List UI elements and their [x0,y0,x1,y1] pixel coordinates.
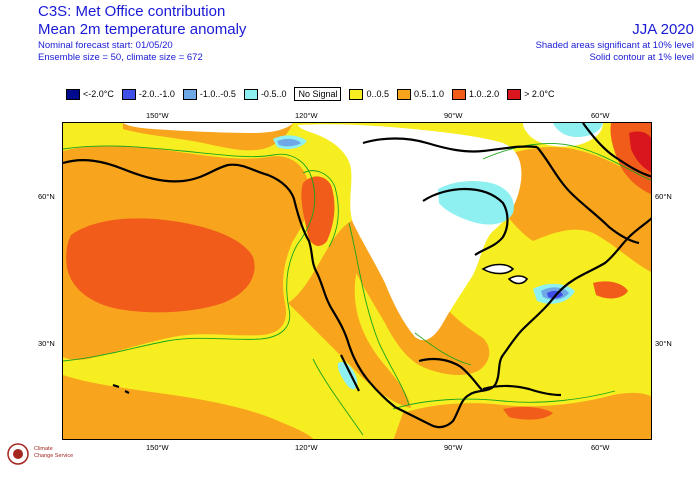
top-lon-90w: 90°W [444,111,463,120]
significance-contour-note: Solid contour at 1% level [589,52,694,63]
legend-swatch [507,88,522,100]
legend-item-05-to-1: 0.5..1.0 [397,88,445,100]
legend-label: 0..0.5 [366,89,390,99]
anomaly-1-to-2-atlantic [593,281,628,299]
temperature-anomaly-map [62,122,652,440]
no-signal-arctic [123,123,293,133]
top-lon-60w: 60°W [591,111,610,120]
anomaly-minus-1-arctic [277,138,301,147]
legend-item-below-minus-2: <-2.0°C [66,88,114,100]
right-lat-60n: 60°N [655,192,672,201]
legend-swatch [452,88,467,100]
left-lat-30n: 30°N [38,339,55,348]
legend-label: <-2.0°C [83,89,114,99]
bottom-lon-120w: 120°W [295,443,318,452]
legend-swatch [397,88,412,100]
legend-item-above-2: > 2.0°C [507,88,555,100]
legend-label: 1.0..2.0 [469,89,500,99]
no-signal-region [298,124,522,341]
legend-label: -1.0..-0.5 [199,89,236,99]
cuba-coastline [482,384,562,397]
legend-label: -0.5..0 [260,89,287,99]
north-america-coastline [63,159,651,429]
legend-swatch [349,88,364,100]
legend-swatch [66,88,80,100]
legend-label: > 2.0°C [524,89,555,99]
legend-item-minus-2-to-minus-1: -2.0..-1.0 [121,88,175,100]
legend-swatch [182,88,197,100]
left-lat-60n: 60°N [38,192,55,201]
anomaly-orange-east-canada [483,147,651,272]
hudson-bay-coastline [422,187,509,256]
bottom-lon-60w: 60°W [591,443,610,452]
logo-text-line1: Climate [34,446,53,452]
anomaly-above-2-greenland [629,131,651,173]
baja-coastline [340,354,360,392]
hawaii-islands [112,383,130,394]
season-label: JJA 2020 [632,21,694,38]
anomaly-1-to-2-pacific-blob [66,218,255,313]
right-lat-30n: 30°N [655,339,672,348]
anomaly-orange-coastal-west [288,219,411,408]
ensemble-size: Ensemble size = 50, climate size = 672 [38,52,203,63]
anomaly-minus-05-hudson [438,181,514,225]
anomaly-minus-05-baja [337,361,358,390]
legend-item-1-to-2: 1.0..2.0 [452,88,500,100]
legend-label: -2.0..-1.0 [138,89,175,99]
source-title: C3S: Met Office contribution [38,3,226,20]
legend-swatch [243,88,258,100]
coastlines [63,123,651,429]
bottom-lon-90w: 90°W [444,443,463,452]
legend-swatch [121,88,136,100]
significance-shaded-note: Shaded areas significant at 10% level [535,40,694,51]
great-lakes [481,263,529,285]
labrador-coastline [536,146,640,245]
top-lon-120w: 120°W [295,111,318,120]
legend-label: 0.5..1.0 [414,89,445,99]
copernicus-climate-logo: Climate Change Service [7,443,73,465]
bottom-lon-150w: 150°W [146,443,169,452]
anomaly-1-to-2-west-coast [301,176,335,246]
legend-label: No Signal [294,87,342,101]
map-title: Mean 2m temperature anomaly [38,21,247,38]
arctic-islands-coastline [362,137,538,153]
legend-item-minus-1-to-minus-05: -1.0..-0.5 [182,88,236,100]
legend-item-no-signal: No Signal [294,87,342,101]
forecast-start: Nominal forecast start: 01/05/20 [38,40,173,51]
anomaly-1-to-2-caribbean [503,406,553,420]
color-legend: <-2.0°C -2.0..-1.0 -1.0..-0.5 -0.5..0 No… [66,87,562,101]
legend-item-minus-05-to-0: -0.5..0 [243,88,287,100]
legend-item-0-to-05: 0..0.5 [349,88,390,100]
gulf-of-mexico-coastline [418,357,484,392]
logo-text-line2: Change Service [34,453,73,459]
map-canvas [63,123,651,439]
greenland-coastline [582,123,651,178]
significance-contours [63,142,651,436]
top-lon-150w: 150°W [146,111,169,120]
